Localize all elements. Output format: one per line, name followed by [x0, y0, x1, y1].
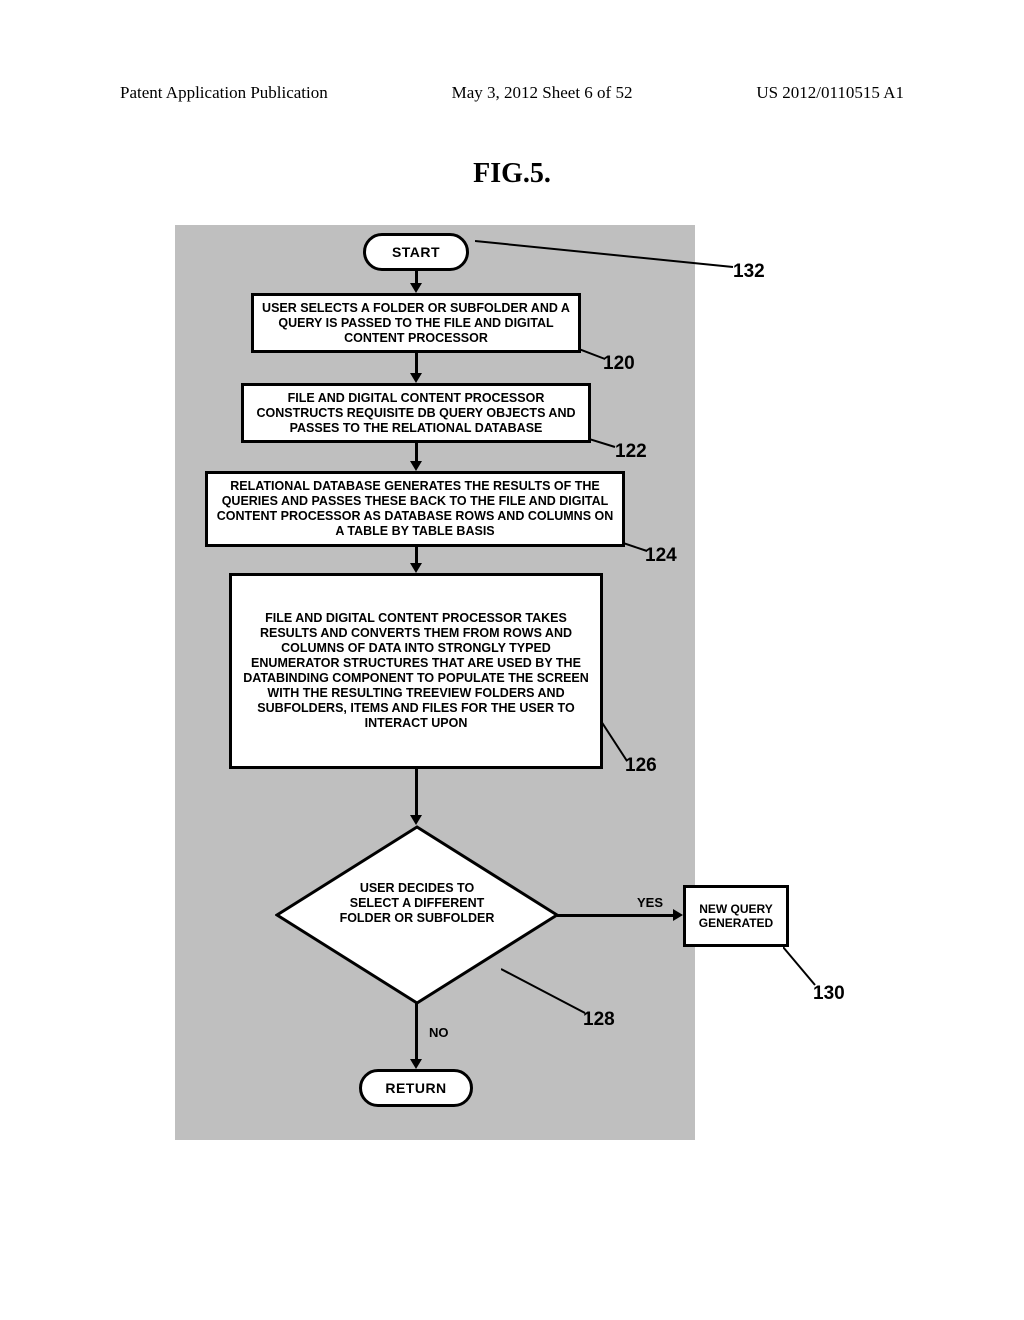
- step-124: RELATIONAL DATABASE GENERATES THE RESULT…: [205, 471, 625, 547]
- step-122: FILE AND DIGITAL CONTENT PROCESSOR CONST…: [241, 383, 591, 443]
- arrow: [415, 443, 418, 463]
- arrow-head-icon: [410, 815, 422, 825]
- header-center: May 3, 2012 Sheet 6 of 52: [452, 83, 633, 107]
- lead-line-icon: [601, 717, 631, 765]
- arrow: [557, 914, 675, 917]
- arrow: [415, 1003, 418, 1061]
- header-left: Patent Application Publication: [120, 83, 328, 107]
- step-126: FILE AND DIGITAL CONTENT PROCESSOR TAKES…: [229, 573, 603, 769]
- lead-line-icon: [475, 233, 735, 273]
- lead-line-icon: [501, 965, 589, 1017]
- step-122-label: FILE AND DIGITAL CONTENT PROCESSOR CONST…: [252, 391, 580, 436]
- start-node: START: [363, 233, 469, 271]
- header-right: US 2012/0110515 A1: [756, 83, 904, 107]
- figure-title: FIG.5.: [0, 158, 1024, 190]
- patent-page: Patent Application Publication May 3, 20…: [0, 0, 1024, 1320]
- arrow-head-icon: [410, 563, 422, 573]
- no-label: NO: [429, 1025, 449, 1040]
- arrow-head-icon: [410, 1059, 422, 1069]
- step-124-label: RELATIONAL DATABASE GENERATES THE RESULT…: [216, 479, 614, 539]
- ref-122: 122: [615, 441, 647, 463]
- return-label: RETURN: [385, 1080, 446, 1097]
- step-126-label: FILE AND DIGITAL CONTENT PROCESSOR TAKES…: [240, 611, 592, 731]
- lead-line-icon: [589, 435, 619, 451]
- arrow: [415, 353, 418, 375]
- arrow-head-icon: [410, 283, 422, 293]
- flowchart: START USER SELECTS A FOLDER OR SUBFOLDER…: [175, 225, 875, 1145]
- lead-line-icon: [623, 539, 651, 555]
- step-130-label: NEW QUERY GENERATED: [694, 902, 778, 931]
- arrow-head-icon: [673, 909, 683, 921]
- page-header: Patent Application Publication May 3, 20…: [0, 83, 1024, 107]
- ref-132: 132: [733, 261, 765, 283]
- step-120-label: USER SELECTS A FOLDER OR SUBFOLDER AND A…: [262, 301, 570, 346]
- step-120: USER SELECTS A FOLDER OR SUBFOLDER AND A…: [251, 293, 581, 353]
- arrow-head-icon: [410, 373, 422, 383]
- arrow: [415, 769, 418, 817]
- start-label: START: [392, 244, 440, 261]
- yes-label: YES: [637, 895, 663, 910]
- lead-line-icon: [579, 345, 609, 363]
- lead-line-icon: [783, 945, 819, 989]
- return-node: RETURN: [359, 1069, 473, 1107]
- step-130: NEW QUERY GENERATED: [683, 885, 789, 947]
- arrow-head-icon: [410, 461, 422, 471]
